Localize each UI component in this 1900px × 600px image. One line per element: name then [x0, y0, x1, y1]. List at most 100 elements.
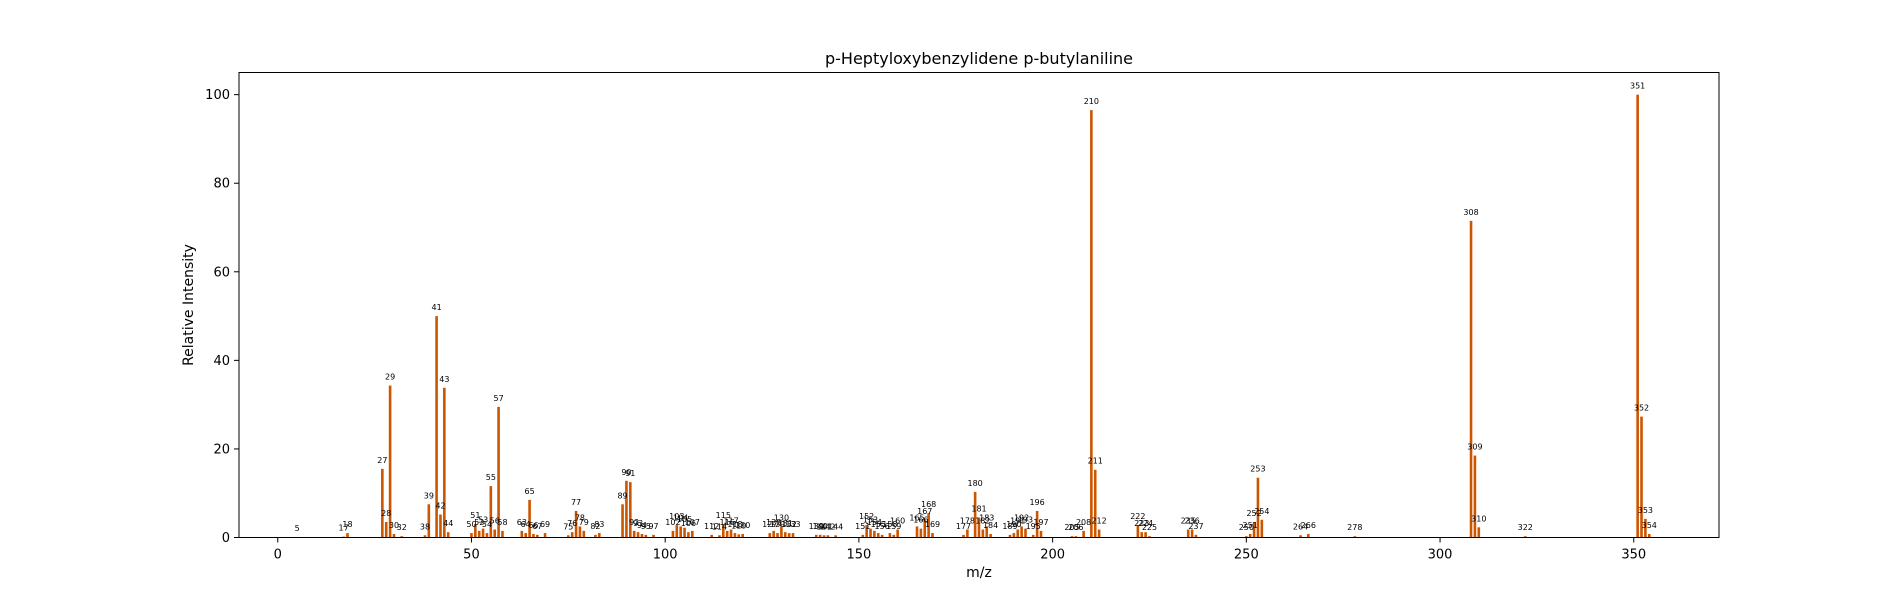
peak-bar-222 [1136, 525, 1140, 538]
peak-bar-39 [427, 504, 431, 538]
peak-label-107: 107 [685, 518, 700, 527]
peak-bar-183 [985, 526, 989, 538]
peak-label-114: 114 [712, 522, 727, 531]
peak-bar-206 [1074, 536, 1078, 538]
peak-bar-178 [966, 529, 969, 538]
peak-label-129: 129 [770, 520, 785, 529]
peak-label-32: 32 [397, 523, 407, 532]
peak-label-83: 83 [594, 520, 604, 529]
peak-label-156: 156 [874, 522, 889, 531]
peak-label-78: 78 [575, 513, 585, 522]
peak-label-63: 63 [517, 518, 527, 527]
peak-label-222: 222 [1130, 512, 1145, 521]
peak-label-178: 178 [960, 517, 975, 526]
peak-bar-114 [718, 535, 721, 538]
peak-bar-166 [919, 528, 923, 538]
peak-bar-192 [1020, 526, 1023, 538]
peak-label-144: 144 [828, 522, 843, 531]
peak-bar-116 [725, 530, 729, 538]
peak-label-166: 166 [913, 516, 928, 525]
peak-label-354: 354 [1642, 521, 1657, 530]
peak-bar-18 [346, 533, 349, 538]
peak-bar-112 [710, 534, 713, 538]
peak-bar-180 [973, 491, 977, 538]
peak-bar-211 [1093, 469, 1097, 538]
peak-label-151: 151 [855, 522, 870, 531]
peak-bar-160 [896, 529, 899, 538]
peak-label-153: 153 [863, 516, 878, 525]
peak-bar-250 [1245, 536, 1248, 538]
peak-bar-352 [1640, 416, 1643, 538]
peak-label-206: 206 [1068, 523, 1083, 532]
peak-bar-190 [1012, 533, 1016, 538]
peak-bar-235 [1186, 529, 1190, 538]
peak-label-181: 181 [971, 505, 986, 514]
peak-label-5: 5 [295, 524, 300, 533]
peak-bar-103 [675, 525, 679, 538]
peak-bar-156 [880, 534, 884, 538]
peak-bar-141 [822, 535, 826, 538]
peak-label-236: 236 [1184, 517, 1199, 526]
peak-label-160: 160 [890, 517, 905, 526]
peak-bar-102 [671, 530, 675, 538]
peak-bar-75 [567, 535, 570, 538]
peak-bar-127 [768, 533, 772, 538]
peak-label-119: 119 [731, 521, 746, 530]
peak-label-167: 167 [917, 507, 932, 516]
peak-label-117: 117 [723, 517, 738, 526]
peak-bar-133 [791, 533, 795, 538]
peak-bar-115 [721, 524, 725, 538]
peak-label-192: 192 [1014, 513, 1029, 522]
peak-bar-152 [865, 525, 868, 538]
peak-bar-182 [981, 529, 985, 538]
peak-label-352: 352 [1634, 404, 1649, 413]
peak-label-30: 30 [389, 521, 399, 530]
x-axis-label: m/z [966, 565, 992, 581]
y-tick-label-100: 100 [205, 88, 230, 103]
peak-bar-165 [915, 526, 919, 538]
peak-bar-66 [532, 533, 535, 538]
peak-bar-254 [1260, 519, 1264, 538]
peak-bar-44 [446, 532, 450, 538]
peak-label-251: 251 [1243, 521, 1258, 530]
peak-label-196: 196 [1029, 498, 1044, 507]
peak-bar-159 [892, 534, 896, 538]
peak-label-27: 27 [377, 456, 387, 465]
peak-label-29: 29 [385, 373, 395, 382]
peak-label-158: 158 [882, 520, 897, 529]
peak-label-208: 208 [1076, 518, 1091, 527]
peak-bar-154 [873, 530, 876, 538]
peak-label-133: 133 [785, 520, 800, 529]
peak-label-210: 210 [1084, 97, 1099, 106]
peak-bar-77 [574, 510, 578, 538]
peak-label-92: 92 [629, 518, 639, 527]
peak-bar-212 [1097, 529, 1101, 538]
x-tick-label-50: 50 [463, 548, 480, 563]
x-axis-ticks: 0 50 100 150 200 250 300 350 [274, 537, 1646, 563]
peak-label-211: 211 [1088, 457, 1103, 466]
peak-bar-93 [636, 532, 640, 538]
peak-bar-91 [629, 482, 632, 538]
peak-label-43: 43 [439, 375, 449, 384]
peak-bar-51 [474, 524, 477, 538]
peak-bar-63 [520, 530, 524, 538]
peak-bar-191 [1016, 529, 1020, 538]
peak-bar-58 [501, 530, 504, 538]
bar-group [295, 94, 1651, 538]
peak-label-130: 130 [774, 513, 789, 522]
peak-label-51: 51 [470, 511, 480, 520]
peak-label-65: 65 [524, 487, 534, 496]
x-tick-label-300: 300 [1428, 548, 1453, 563]
peak-bar-210 [1090, 110, 1093, 538]
peak-label-252: 252 [1246, 509, 1261, 518]
peak-bar-52 [477, 530, 481, 538]
peak-label-223: 223 [1134, 519, 1149, 528]
peak-label-76: 76 [567, 519, 577, 528]
peak-bar-309 [1473, 455, 1477, 538]
peak-label-237: 237 [1188, 522, 1203, 531]
peak-label-353: 353 [1638, 506, 1653, 515]
peak-bar-104 [679, 526, 682, 538]
peak-bar-236 [1190, 529, 1194, 538]
